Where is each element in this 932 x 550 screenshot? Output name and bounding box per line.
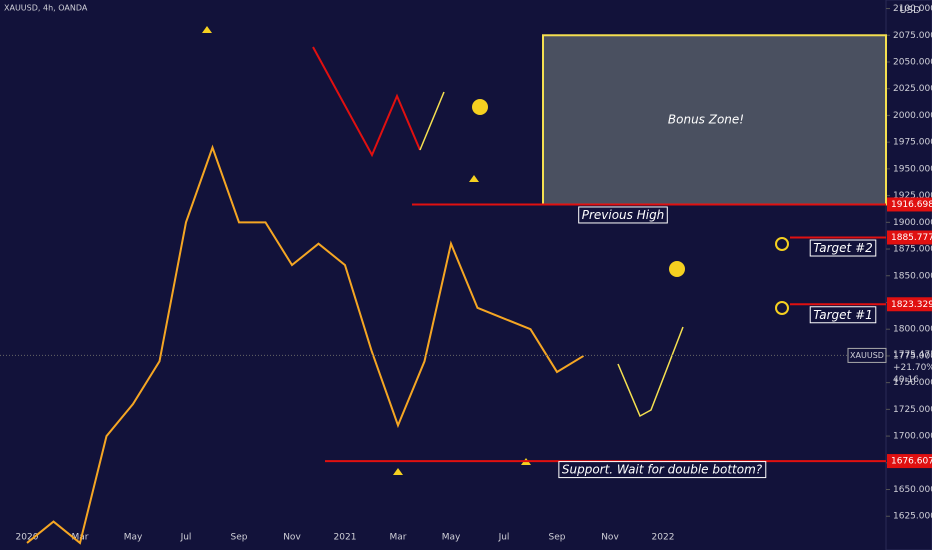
countdown: 40:16 [893, 375, 919, 385]
y-tick-label: 2100.000 [893, 4, 932, 14]
note-box [578, 206, 668, 224]
y-tick-label: 1925.000 [893, 191, 932, 201]
x-tick-label: Nov [283, 533, 301, 543]
target-icon [775, 301, 789, 315]
note-box [809, 306, 877, 324]
y-tick-label: 1775.000 [893, 351, 932, 361]
y-tick-label: 1875.000 [893, 245, 932, 255]
y-tick-label: 1650.000 [893, 485, 932, 495]
x-tick-label: Nov [601, 533, 619, 543]
y-tick-label: 1725.000 [893, 405, 932, 415]
price-tag-label: 1885.777 [891, 233, 932, 243]
x-tick-label: 2021 [334, 533, 357, 543]
price-line [26, 144, 585, 545]
note-box [809, 239, 877, 257]
price-tag-label: 1676.607 [891, 457, 932, 467]
zone-label: Bonus Zone! [668, 112, 744, 126]
level-note: Support. Wait for double bottom? [562, 463, 763, 477]
x-tick-label: May [124, 533, 143, 543]
x-tick-label: Sep [231, 533, 248, 543]
level-note: Target #2 [813, 241, 873, 255]
x-tick-label: Jul [180, 533, 192, 543]
y-tick-label: 2075.000 [893, 31, 932, 41]
y-tick-label: 1900.000 [893, 218, 932, 228]
triangle [202, 26, 212, 33]
price-tag [887, 230, 932, 245]
y-tick-label: 2000.000 [893, 111, 932, 121]
y-tick-label: 1750.000 [893, 378, 932, 388]
level-note: Target #1 [813, 308, 873, 322]
x-tick-label: 2020 [16, 533, 39, 543]
arrow [419, 91, 445, 151]
y-tick-label: 1950.000 [893, 164, 932, 174]
symbol-label: XAUUSD [850, 351, 884, 360]
price-tag-label: 1823.329 [891, 300, 932, 310]
x-tick-label: May [442, 533, 461, 543]
y-tick-label: 2025.000 [893, 84, 932, 94]
x-tick-label: Mar [72, 533, 89, 543]
change: +21.70% [893, 363, 932, 373]
x-tick-label: 2022 [652, 533, 675, 543]
x-tick-label: Mar [390, 533, 407, 543]
y-tick-label: 1975.000 [893, 138, 932, 148]
arrow [617, 326, 684, 418]
target-icon [775, 237, 789, 251]
chart-title: XAUUSD, 4h, OANDA [4, 4, 88, 13]
note-box [558, 461, 767, 479]
symbol-tag [847, 347, 887, 363]
triangle [469, 175, 479, 182]
bonus-zone [542, 34, 887, 206]
question-icon [669, 261, 685, 277]
price-tag [887, 297, 932, 312]
price-tag-label: 1916.698 [891, 200, 932, 210]
triangle [393, 468, 403, 475]
last-price: 1775.475 [893, 350, 932, 360]
price-tag [887, 454, 932, 469]
zigzag [312, 46, 421, 158]
y-tick-label: 1800.000 [893, 325, 932, 335]
price-tag [887, 197, 932, 212]
y-tick-label: 1625.000 [893, 512, 932, 522]
level-note: Previous High [582, 208, 665, 222]
x-tick-label: Jul [498, 533, 510, 543]
y-tick-label: 1700.000 [893, 432, 932, 442]
y-tick-label: 1850.000 [893, 271, 932, 281]
x-tick-label: Sep [549, 533, 566, 543]
question-icon [472, 99, 488, 115]
axis-label: USD [899, 5, 921, 16]
y-tick-label: 2050.000 [893, 57, 932, 67]
